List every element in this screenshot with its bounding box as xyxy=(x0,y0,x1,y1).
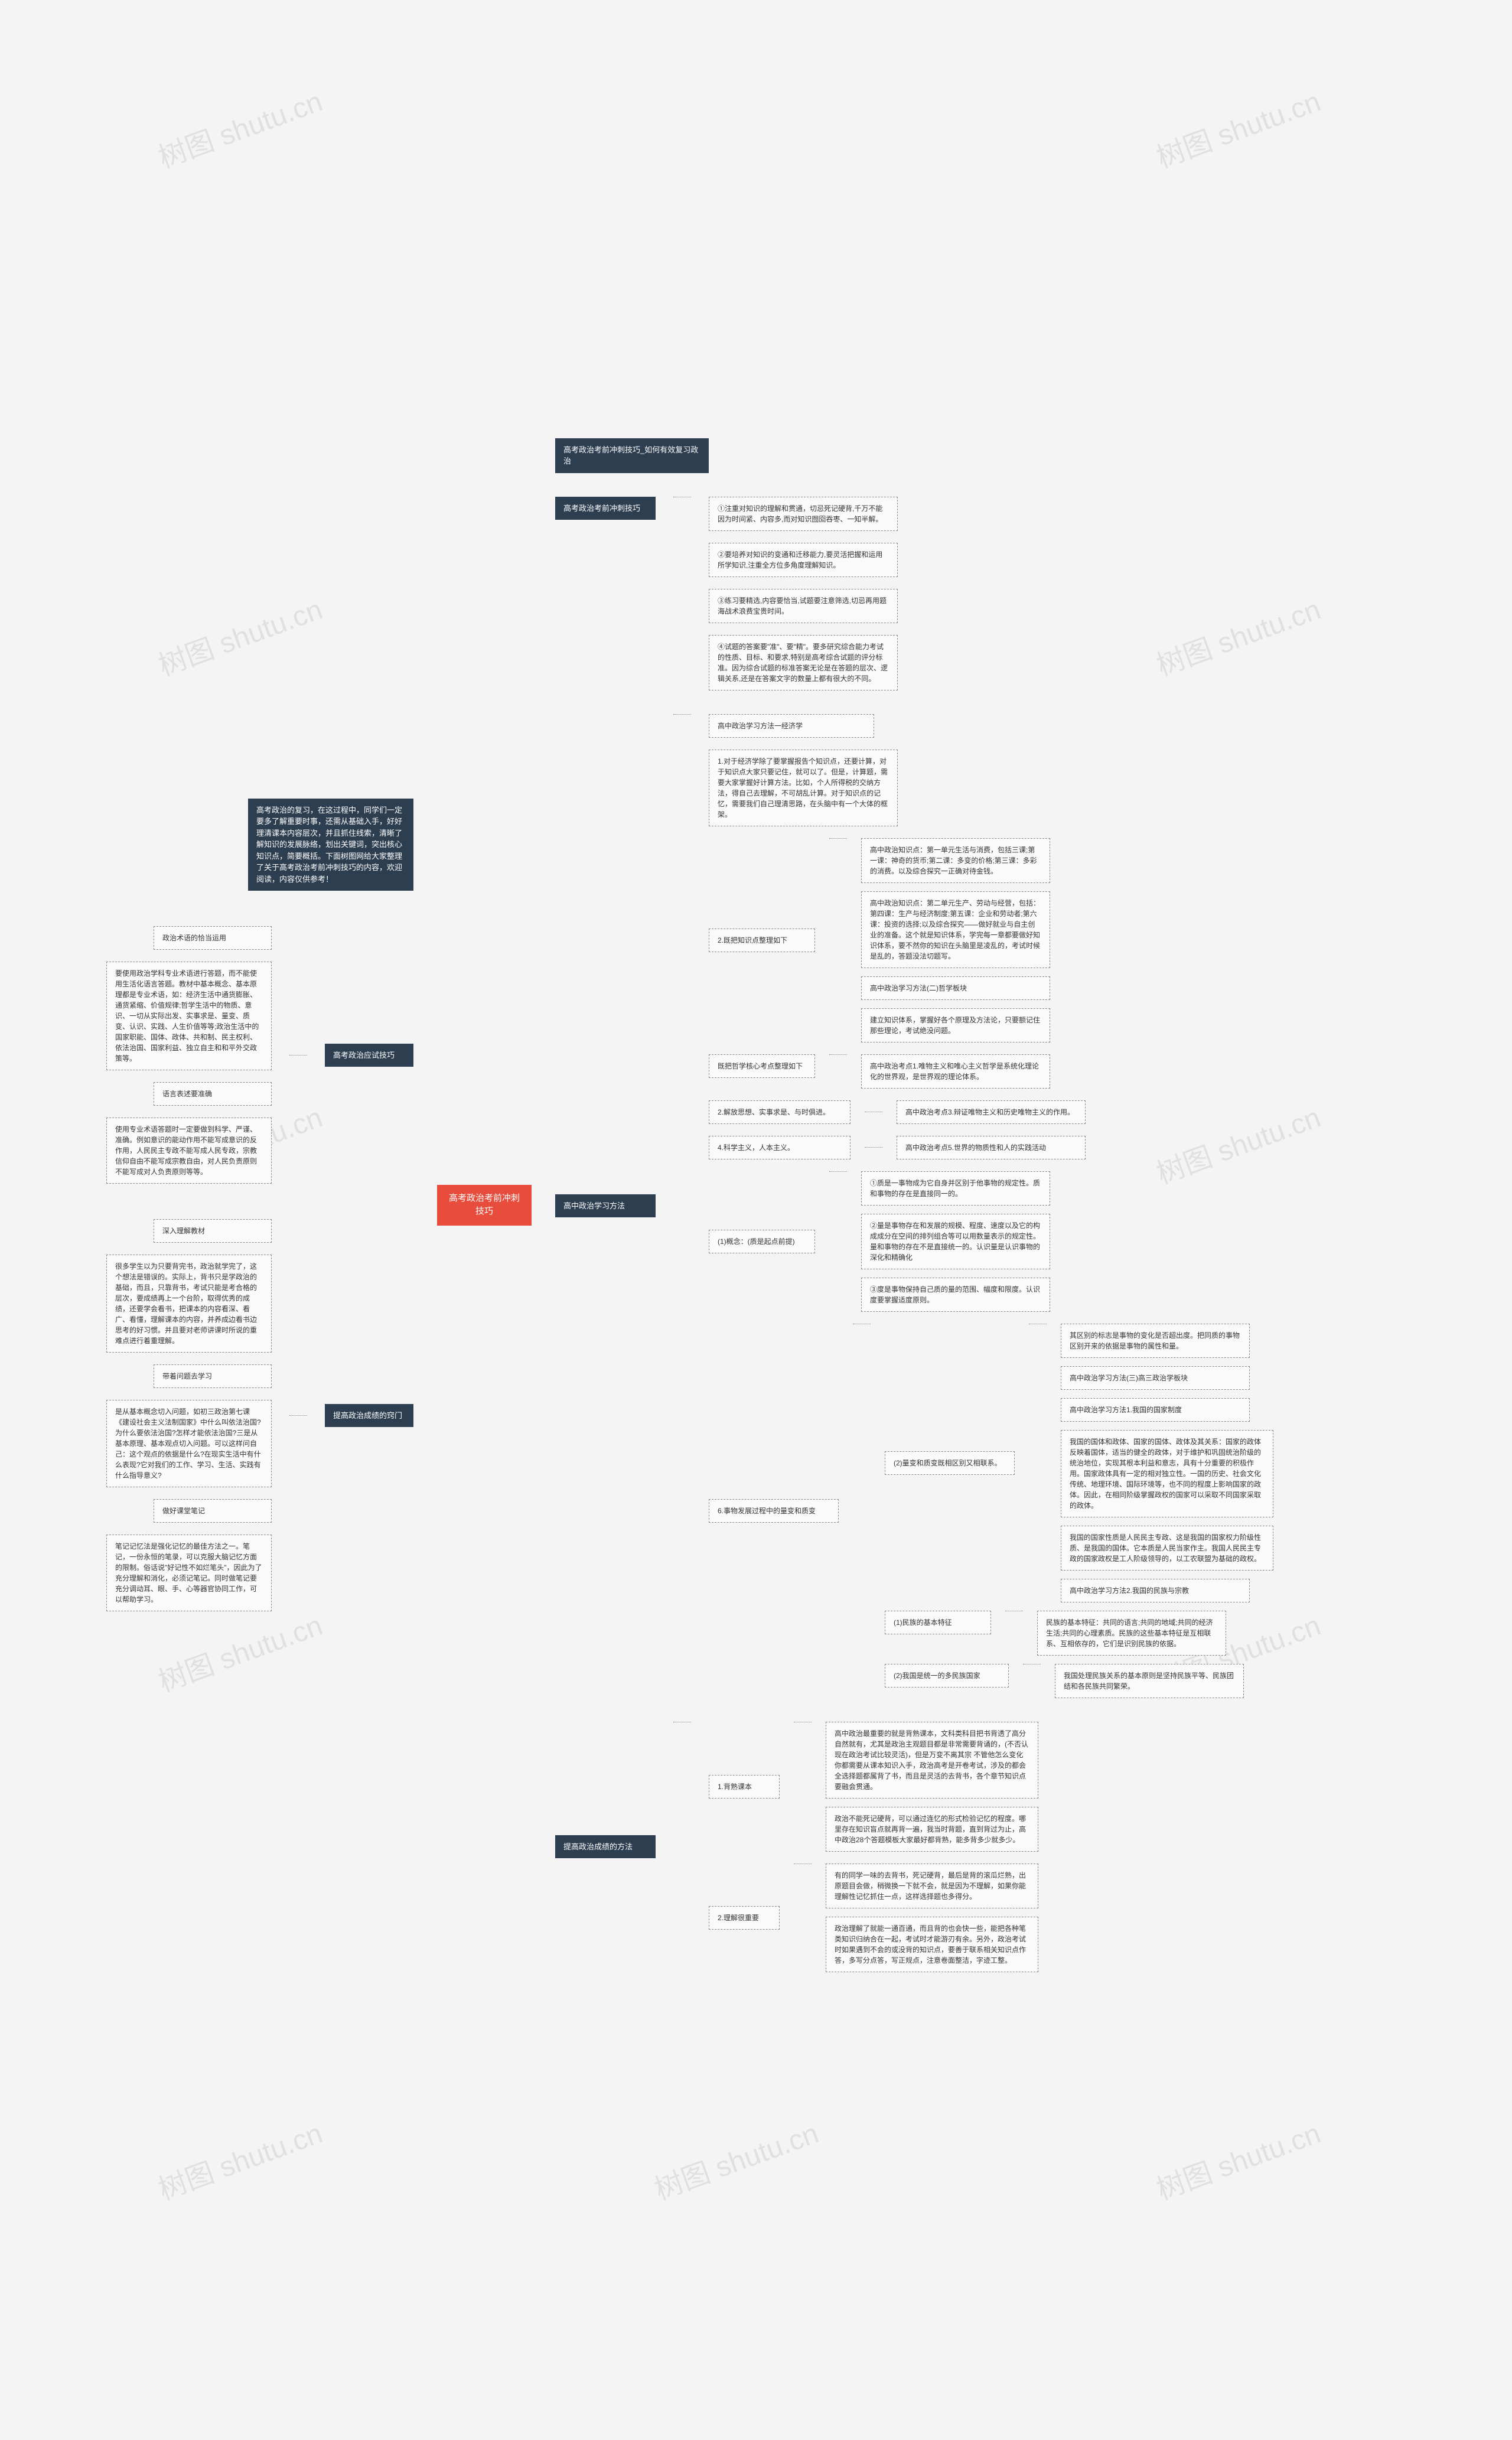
right-column: 高考政治考前冲刺技巧_如何有效复习政治 高考政治考前冲刺技巧 ①注重对知识的理解… xyxy=(532,438,1477,1972)
leaf-text: 1.对于经济学除了要掌握报告个知识点，还要计算，对于知识点大家只要记住，就可以了… xyxy=(709,750,898,826)
sub-label: 6.事物发展过程中的量变和质变 xyxy=(709,1499,839,1523)
subgroup: (1)民族的基本特征 民族的基本特征：共同的语言;共同的地域;共同的经济生活;共… xyxy=(885,1611,1273,1656)
branch-title: 高中政治学习方法 xyxy=(555,1194,656,1218)
leaf-text: 要使用政治学科专业术语进行答题，而不能使用生活化语言答题。教材中基本概念、基本原… xyxy=(106,962,272,1070)
leaf-text: 使用专业术语答题时一定要做到科学、严谨、准确。例如意识的能动作用不能写成意识的反… xyxy=(106,1118,272,1184)
sub-label: (2)我国是统一的多民族国家 xyxy=(885,1664,1009,1688)
sub-label: 既把哲学核心考点整理如下 xyxy=(709,1054,815,1078)
branch-title: 提高政治成绩的窍门 xyxy=(325,1404,413,1428)
sub-label: (1)民族的基本特征 xyxy=(885,1611,991,1634)
leaf-text: 高中政治知识点：第一单元生活与消费，包括三课;第一课：神奇的货币;第二课：多变的… xyxy=(861,838,1050,883)
leaf-text: 我国处理民族关系的基本原则是坚持民族平等、民族团结和各民族共同繁荣。 xyxy=(1055,1664,1244,1698)
leaf-text: 是从基本概念切入问题，如初三政治第七课《建设社会主义法制国家》中什么叫依法治国?… xyxy=(106,1400,272,1487)
subgroup: (2)我国是统一的多民族国家 我国处理民族关系的基本原则是坚持民族平等、民族团结… xyxy=(885,1664,1273,1698)
row-left: 4.科学主义，人本主义。 xyxy=(709,1136,850,1159)
branch-title: 高考政治应试技巧 xyxy=(325,1044,413,1067)
leaf-label: 深入理解教材 xyxy=(154,1219,272,1243)
leaf-text: ②量是事物存在和发展的规模、程度、速度以及它的构成成分在空间的排列组合等可以用数… xyxy=(861,1214,1050,1269)
row-pair: 2.解放思想、实事求是、与时俱进。 高中政治考点3.辩证唯物主义和历史唯物主义的… xyxy=(709,1100,1273,1124)
leaf-text: 高中政治最重要的就是背熟课本，文科类科目把书背透了高分自然就有，尤其是政治主观题… xyxy=(826,1722,1038,1799)
leaf-text: ③练习要精选,内容要恰当,试题要注意筛选,切忌再用题海战术浪费宝贵时间。 xyxy=(709,589,898,623)
leaf-text: 建立知识体系，掌握好各个原理及方法论，只要额记住那些理论，考试绝没问题。 xyxy=(861,1008,1050,1043)
leaf-text: 高中政治知识点：第二单元生产、劳动与经营，包括：第四课：生产与经济制度;第五课：… xyxy=(861,891,1050,968)
leaf-label: 带着问题去学习 xyxy=(154,1364,272,1388)
sub-label: 1.背熟课本 xyxy=(709,1775,780,1799)
leaf-label: 政治术语的恰当运用 xyxy=(154,926,272,950)
branch-title: 提高政治成绩的方法 xyxy=(555,1835,656,1859)
intro-node: 高考政治的复习，在这过程中，同学们一定要多了解重要时事，还需从基础入手，好好理清… xyxy=(248,799,413,891)
subgroup: 2.理解很重要 有的同学一味的去背书，死记硬背，最后是背的滚瓜烂熟，出原题目会做… xyxy=(709,1864,1038,1972)
subgroup: 既把哲学核心考点整理如下 高中政治考点1.唯物主义和唯心主义哲学是系统化理论化的… xyxy=(709,1054,1273,1089)
leaf-text: ④试题的答案要"准"、要"精"。要多研究综合能力考试的性质、目标、和要求,特别是… xyxy=(709,635,898,690)
left-branch-2: 提高政治成绩的窍门 深入理解教材 很多学生以为只要背完书，政治就学完了，这个想法… xyxy=(106,1219,413,1611)
subgroup: (2)量变和质变既相区别又相联系。 其区别的标志是事物的变化是否超出度。把同质的… xyxy=(885,1324,1273,1602)
row-pair: 4.科学主义，人本主义。 高中政治考点5.世界的物质性和人的实践活动 xyxy=(709,1136,1273,1159)
row-left: 2.解放思想、实事求是、与时俱进。 xyxy=(709,1100,850,1124)
leaf-text: 高中政治学习方法(二)哲学板块 xyxy=(861,976,1050,1000)
sub-label: 2.既把知识点整理如下 xyxy=(709,929,815,952)
branch-title: 高考政治考前冲刺技巧 xyxy=(555,497,656,520)
leaf-text: ③度是事物保持自己质的量的范围、幅度和限度。认识度要掌握适度原则。 xyxy=(861,1278,1050,1312)
leaf-text: 笔记记忆法是强化记忆的最佳方法之一。笔记，一份永恒的笔录，可以克服大脑记忆方面的… xyxy=(106,1535,272,1611)
leaf-text: 我国的国体和政体、国家的国体、政体及其关系：国家的政体反映着国体，适当的健全的政… xyxy=(1061,1430,1273,1517)
left-branch-1: 高考政治应试技巧 政治术语的恰当运用 要使用政治学科专业术语进行答题，而不能使用… xyxy=(106,926,413,1184)
row-right: 高中政治考点5.世界的物质性和人的实践活动 xyxy=(897,1136,1086,1159)
sub-label: 高中政治学习方法一经济学 xyxy=(709,714,874,738)
right-branch-2: 高中政治学习方法 高中政治学习方法一经济学 1.对于经济学除了要掌握报告个知识点… xyxy=(555,714,1477,1698)
leaf-text: 其区别的标志是事物的变化是否超出度。把同质的事物区别开来的依据是事物的属性和量。 xyxy=(1061,1324,1250,1358)
left-column: 高考政治的复习，在这过程中，同学们一定要多了解重要时事，还需从基础入手，好好理清… xyxy=(24,799,437,1612)
leaf-text: 政治不能死记硬背，可以通过连忆的形式检验记忆的程度。哪里存在知识盲点就再背一遍，… xyxy=(826,1807,1038,1852)
leaf-text: 民族的基本特征：共同的语言;共同的地域;共同的经济生活;共同的心理素质。民族的这… xyxy=(1037,1611,1226,1656)
leaf-text: 政治理解了就能一通百通，而且背的也会快一些，能把各种笔类知识归纳合在一起，考试时… xyxy=(826,1917,1038,1972)
subgroup: 6.事物发展过程中的量变和质变 (2)量变和质变既相区别又相联系。 其区别的标志… xyxy=(709,1324,1273,1698)
subgroup: 2.既把知识点整理如下 高中政治知识点：第一单元生活与消费，包括三课;第一课：神… xyxy=(709,838,1273,1043)
leaf-text: 高中政治学习方法(三)高三政治学板块 xyxy=(1061,1366,1250,1390)
subgroup: 1.背熟课本 高中政治最重要的就是背熟课本，文科类科目把书背透了高分自然就有，尤… xyxy=(709,1722,1038,1852)
right-branch-0-title: 高考政治考前冲刺技巧_如何有效复习政治 xyxy=(555,438,709,473)
right-branch-3: 提高政治成绩的方法 1.背熟课本 高中政治最重要的就是背熟课本，文科类科目把书背… xyxy=(555,1722,1477,1972)
subgroup: (1)概念：(质是起点前提) ①质是一事物成为它自身并区别于他事物的规定性。质和… xyxy=(709,1171,1273,1312)
center-column: 高考政治考前冲刺技巧 xyxy=(437,1185,532,1226)
mindmap-container: 高考政治的复习，在这过程中，同学们一定要多了解重要时事，还需从基础入手，好好理清… xyxy=(24,24,1488,2386)
leaf-label: 语言表述要准确 xyxy=(154,1082,272,1106)
leaf-text: 高中政治学习方法1.我国的国家制度 xyxy=(1061,1398,1250,1422)
sub-label: 2.理解很重要 xyxy=(709,1906,780,1930)
sub-label: (1)概念：(质是起点前提) xyxy=(709,1230,815,1253)
sub-label: (2)量变和质变既相区别又相联系。 xyxy=(885,1451,1015,1475)
leaf-label: 做好课堂笔记 xyxy=(154,1499,272,1523)
leaf-text: 高中政治考点1.唯物主义和唯心主义哲学是系统化理论化的世界观，是世界观的理论体系… xyxy=(861,1054,1050,1089)
leaf-text: 我国的国家性质是人民民主专政、这是我国的国家权力阶级性质、是我国的国体。它本质是… xyxy=(1061,1526,1273,1571)
leaf-text: 很多学生以为只要背完书，政治就学完了，这个想法是错误的。实际上，背书只是学政治的… xyxy=(106,1255,272,1353)
leaf-text: ②要培养对知识的变通和迁移能力,要灵活把握和运用所学知识,注重全方位多角度理解知… xyxy=(709,543,898,577)
right-branch-1: 高考政治考前冲刺技巧 ①注重对知识的理解和贯通，切忌死记硬背,千万不能因为时间紧… xyxy=(555,497,1477,690)
leaf-text: 有的同学一味的去背书，死记硬背，最后是背的滚瓜烂熟，出原题目会做，稍微换一下就不… xyxy=(826,1864,1038,1908)
leaf-text: 高中政治学习方法2.我国的民族与宗教 xyxy=(1061,1579,1250,1602)
row-right: 高中政治考点3.辩证唯物主义和历史唯物主义的作用。 xyxy=(897,1100,1086,1124)
root-node: 高考政治考前冲刺技巧 xyxy=(437,1185,532,1226)
leaf-text: ①注重对知识的理解和贯通，切忌死记硬背,千万不能因为时间紧、内容多,而对知识囫囵… xyxy=(709,497,898,531)
leaf-text: ①质是一事物成为它自身并区别于他事物的规定性。质和事物的存在是直接同一的。 xyxy=(861,1171,1050,1206)
